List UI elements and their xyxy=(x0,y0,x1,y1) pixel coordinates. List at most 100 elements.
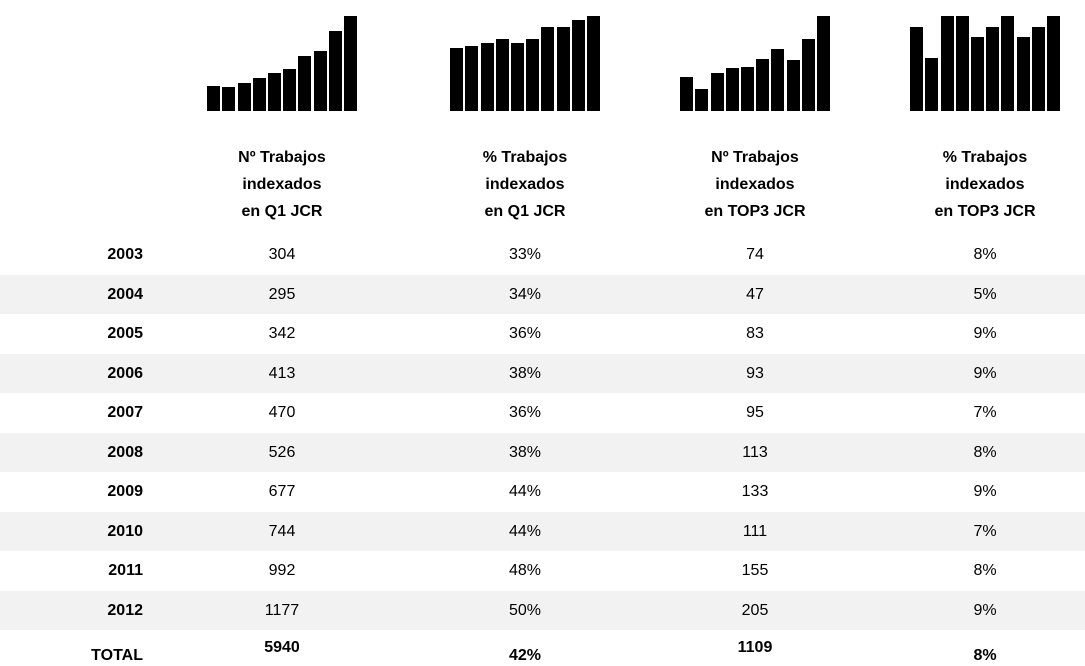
sparkline-bar xyxy=(510,42,524,111)
value-cell: 9% xyxy=(973,325,997,342)
value-cell: 34% xyxy=(508,285,542,303)
sparkline-bar xyxy=(740,66,754,111)
value-cell: 74 xyxy=(746,246,764,263)
sparkline-bar xyxy=(328,30,342,111)
value-cell: 50% xyxy=(508,601,542,619)
sparkline-bar xyxy=(955,16,969,111)
value-cell: 744 xyxy=(268,522,296,540)
value-cell: 93 xyxy=(746,364,764,382)
value-cell: 8% xyxy=(973,562,997,579)
value-cell: 9% xyxy=(973,364,997,382)
sparkline-bar xyxy=(725,67,739,111)
column-header: en Q1 JCR xyxy=(484,203,566,220)
sparkline-bar xyxy=(1001,16,1015,111)
row-band xyxy=(0,591,1085,630)
value-cell: 33% xyxy=(508,246,542,263)
value-cell: 9% xyxy=(973,601,997,619)
sparkline-bar xyxy=(710,72,724,111)
value-cell: 677 xyxy=(268,483,296,500)
sparkline-bar xyxy=(786,59,800,111)
sparkline-bar xyxy=(925,58,939,111)
row-band xyxy=(0,354,1085,393)
row-label: 2006 xyxy=(107,364,143,382)
row-band xyxy=(0,433,1085,472)
column-header: % Trabajos xyxy=(482,149,568,166)
row-band xyxy=(0,275,1085,314)
row-label: 2011 xyxy=(108,562,143,579)
value-cell: 295 xyxy=(268,285,296,303)
sparkline-bar xyxy=(771,49,785,111)
sparkline-bar xyxy=(756,58,770,111)
sparkline-bar xyxy=(343,16,357,111)
row-band xyxy=(0,512,1085,551)
value-cell: 133 xyxy=(741,483,769,500)
value-cell: 83 xyxy=(746,325,764,342)
value-cell: 47 xyxy=(746,285,764,303)
sparkline-bar xyxy=(910,26,924,111)
sparkline-bar xyxy=(586,16,600,111)
sparkline-bar xyxy=(495,38,509,111)
value-cell: 44% xyxy=(508,483,542,500)
total-cell: 42% xyxy=(508,647,542,664)
value-cell: 113 xyxy=(742,443,768,461)
value-cell: 992 xyxy=(268,562,296,579)
sparkline-bar xyxy=(970,37,984,111)
value-cell: 36% xyxy=(508,404,542,421)
column-header: en TOP3 JCR xyxy=(934,203,1036,220)
total-cell: 5940 xyxy=(264,639,300,656)
sparkline-bar xyxy=(465,46,479,111)
value-cell: 470 xyxy=(268,404,296,421)
sparkline-bar xyxy=(940,16,954,111)
row-label: 2010 xyxy=(107,522,143,540)
column-header: indexados xyxy=(242,176,322,193)
sparkline-bar xyxy=(556,27,570,111)
value-cell: 1177 xyxy=(264,601,300,619)
value-cell: 95 xyxy=(746,404,764,421)
column-header: Nº Trabajos xyxy=(711,149,799,166)
sparkline-bar xyxy=(695,89,709,111)
sparkline-bar xyxy=(237,83,251,111)
value-cell: 526 xyxy=(268,443,296,461)
sparkline-bar xyxy=(267,73,281,111)
value-cell: 36% xyxy=(508,325,542,342)
sparkline-bar xyxy=(298,56,312,111)
row-label: 2004 xyxy=(107,285,143,303)
column-header: indexados xyxy=(945,176,1025,193)
value-cell: 111 xyxy=(742,522,768,540)
sparkline-bar xyxy=(571,19,585,111)
value-cell: 342 xyxy=(268,325,296,342)
sparkline-bar xyxy=(313,50,327,111)
sparkline-bar xyxy=(680,76,694,111)
row-label: 2009 xyxy=(107,483,143,500)
column-header: en TOP3 JCR xyxy=(704,203,806,220)
value-cell: 5% xyxy=(973,285,997,303)
column-header: Nº Trabajos xyxy=(238,149,326,166)
sparkline-bar xyxy=(1046,16,1060,111)
value-cell: 155 xyxy=(741,562,769,579)
sparkline-bar xyxy=(450,48,464,111)
value-cell: 413 xyxy=(268,364,296,382)
row-label: 2007 xyxy=(107,404,143,421)
value-cell: 38% xyxy=(508,364,542,382)
sparkline-bar xyxy=(541,27,555,111)
sparkline-bar xyxy=(801,39,815,111)
sparkline-bar xyxy=(283,68,297,111)
total-label: TOTAL xyxy=(91,647,143,664)
value-cell: 205 xyxy=(741,601,769,619)
sparkline-bar xyxy=(986,26,1000,111)
sparkline-bar xyxy=(526,38,540,111)
total-cell: 8% xyxy=(973,647,997,664)
sparkline-bar xyxy=(816,16,830,111)
sparkline-bar xyxy=(207,86,221,111)
sparkline-bar xyxy=(252,77,266,111)
row-label: 2005 xyxy=(107,325,143,342)
sparkline-bar xyxy=(480,42,494,111)
value-cell: 8% xyxy=(973,246,997,263)
column-header: indexados xyxy=(485,176,565,193)
sparkline-bar xyxy=(222,87,236,111)
column-header: en Q1 JCR xyxy=(241,203,323,220)
value-cell: 44% xyxy=(508,522,542,540)
total-cell: 1109 xyxy=(737,639,773,656)
value-cell: 7% xyxy=(973,404,997,421)
column-header: % Trabajos xyxy=(942,149,1028,166)
